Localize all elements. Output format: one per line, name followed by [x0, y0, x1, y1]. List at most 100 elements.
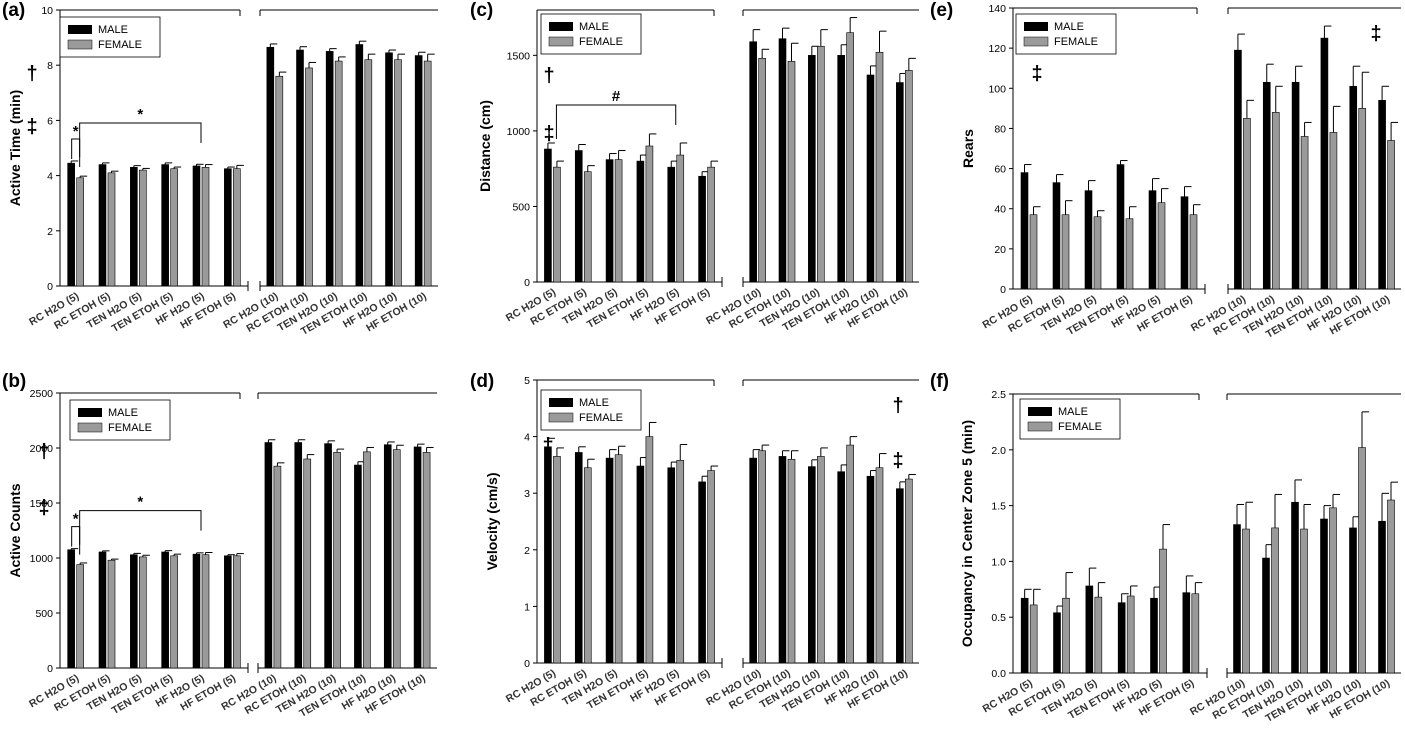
female-bar: [1029, 214, 1038, 290]
legend-swatch-female: [548, 412, 574, 423]
female-bar: [76, 177, 84, 287]
female-bar: [905, 478, 913, 664]
legend-label-female: FEMALE: [1054, 36, 1098, 48]
female-bar: [1159, 548, 1167, 674]
y-tick-label: 100: [988, 83, 1006, 95]
male-bar: [1117, 602, 1126, 674]
female-bar: [1300, 136, 1309, 290]
y-tick-label: 140: [988, 3, 1006, 15]
male-bar: [749, 457, 757, 664]
male-bar: [544, 148, 552, 283]
y-tick-label: 5: [524, 375, 530, 387]
female-bar: [363, 451, 371, 669]
y-tick-label: 0.5: [991, 612, 1006, 624]
female-bar: [583, 171, 592, 283]
male-bar: [1052, 182, 1061, 290]
female-bar: [614, 454, 623, 664]
legend-label-female: FEMALE: [108, 422, 152, 434]
female-bar: [394, 59, 402, 287]
female-bar: [1387, 140, 1395, 290]
y-axis-label: Distance (cm): [477, 100, 493, 192]
female-bar: [139, 169, 147, 287]
significance-symbol: ‡: [892, 450, 903, 472]
female-bar: [787, 458, 796, 664]
significance-bracket: [79, 510, 202, 545]
male-bar: [98, 551, 107, 669]
male-bar: [667, 166, 676, 283]
y-tick-label: 6: [47, 115, 53, 127]
male-bar: [67, 549, 75, 669]
female-bar: [645, 436, 654, 664]
female-bar: [305, 67, 313, 287]
male-bar: [574, 452, 583, 664]
male-bar: [1150, 597, 1158, 674]
significance-symbol: ‡: [1031, 63, 1042, 85]
male-bar: [355, 44, 364, 287]
male-bar: [1291, 501, 1299, 674]
male-bar: [1320, 518, 1328, 674]
female-bar: [1300, 528, 1308, 674]
legend-swatch-female: [1023, 36, 1049, 47]
male-bar: [605, 159, 614, 283]
y-tick-label: 80: [994, 123, 1006, 135]
male-bar: [837, 471, 845, 664]
legend-box: [59, 16, 161, 58]
bracket-label: *: [73, 123, 79, 140]
male-bar: [544, 446, 552, 664]
legend-swatch-female: [548, 36, 574, 47]
panel-f: (f) Occupancy in Center Zone 5 (min) 0.0 0.…: [930, 371, 1401, 725]
legend-box: [540, 13, 642, 55]
female-bar: [170, 555, 178, 669]
female-bar: [303, 458, 312, 669]
y-tick-label: 2.0: [991, 445, 1006, 457]
female-bar: [333, 452, 341, 669]
y-axis-label: Rears: [960, 129, 976, 168]
female-bar: [846, 444, 854, 664]
female-bar: [1271, 527, 1279, 674]
y-tick-label: 500: [35, 608, 53, 620]
bracket-label: *: [137, 494, 143, 511]
male-bar: [413, 446, 422, 669]
male-bar: [1378, 520, 1386, 674]
male-bar: [866, 475, 875, 664]
male-bar: [130, 167, 138, 287]
female-bar: [817, 456, 825, 664]
male-bar: [1262, 557, 1270, 674]
male-bar: [896, 82, 904, 283]
y-tick-label: 1000: [507, 126, 531, 138]
y-tick-label: 4: [524, 432, 530, 444]
male-bar: [354, 464, 362, 669]
legend-label-female: FEMALE: [1058, 421, 1102, 433]
female-bar: [139, 556, 147, 669]
male-bar: [1291, 81, 1300, 290]
female-bar: [553, 166, 561, 283]
legend-swatch-male: [549, 22, 573, 31]
panel-label: (a): [2, 0, 25, 21]
male-bar: [896, 488, 904, 664]
male-bar: [636, 465, 645, 664]
male-bar: [1234, 49, 1242, 290]
legend-label-male: MALE: [579, 21, 609, 33]
legend-box: [540, 389, 642, 431]
male-bar: [1084, 190, 1093, 290]
female-bar: [1242, 528, 1250, 674]
y-tick-label: 10: [41, 5, 53, 17]
significance-symbol: †: [542, 435, 553, 457]
female-bar: [1029, 604, 1038, 674]
legend-label-female: FEMALE: [579, 36, 623, 48]
female-bar: [1094, 596, 1103, 674]
male-bar: [1182, 592, 1191, 674]
female-bar: [676, 460, 685, 664]
y-axis-label: Velocity (cm/s): [484, 472, 500, 570]
legend-box: [1015, 13, 1117, 55]
legend-label-female: FEMALE: [98, 39, 142, 51]
female-bar: [201, 554, 210, 669]
male-bar: [98, 164, 107, 287]
female-bar: [553, 456, 561, 664]
y-tick-label: 2500: [30, 388, 54, 400]
panel-label: (e): [930, 0, 953, 21]
y-axis-label: Active Time (min): [7, 90, 23, 206]
